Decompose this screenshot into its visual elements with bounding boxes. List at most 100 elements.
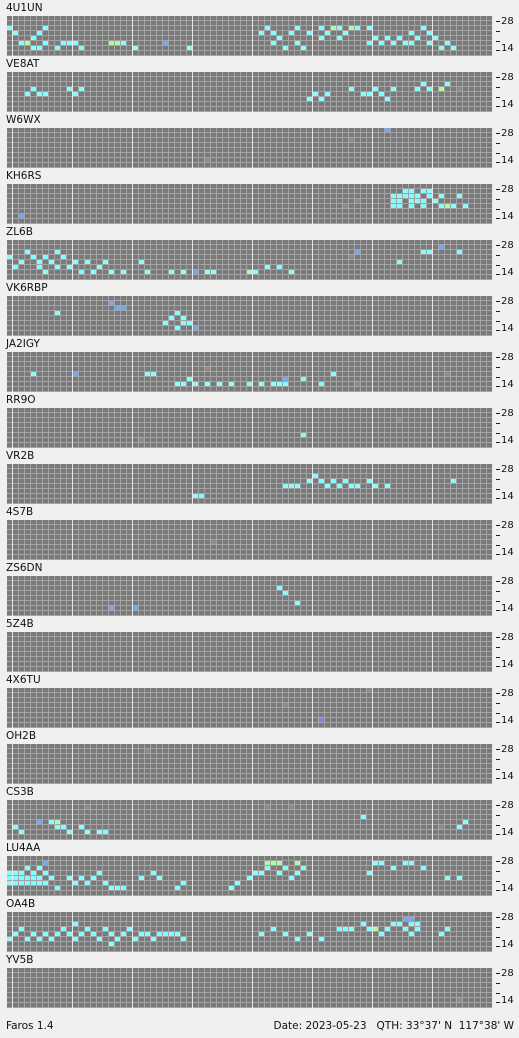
signal-cell (307, 479, 312, 483)
signal-cell (37, 881, 42, 885)
beacon-panel: ZL6B 28 14 (0, 224, 519, 280)
signal-cell (7, 871, 12, 875)
signal-cell (421, 866, 426, 870)
scale-tick (496, 97, 500, 98)
signal-cell (301, 377, 306, 381)
beacon-callsign: KH6RS (6, 170, 42, 182)
signal-cell (415, 36, 420, 40)
propagation-grid (7, 184, 493, 224)
signal-cell (277, 265, 282, 269)
signal-cell (169, 270, 174, 274)
signal-cell (337, 927, 342, 931)
scale-high-label: 28 (501, 184, 514, 195)
signal-cell (421, 82, 426, 86)
scale-low-label: 14 (501, 211, 514, 222)
scale-tick (496, 367, 500, 368)
hour-divider (72, 520, 73, 560)
status-bar: Faros 1.4 Date: 2023-05-23 QTH: 33°37' N… (0, 1016, 519, 1038)
scale-tick (496, 973, 500, 974)
signal-cell (451, 204, 456, 208)
signal-cell (421, 199, 426, 203)
scale-tick (496, 218, 500, 219)
signal-cell (409, 917, 414, 921)
signal-cell (295, 41, 300, 45)
hour-divider (132, 632, 133, 672)
scale-high-label: 28 (501, 16, 514, 27)
signal-cell (349, 87, 354, 91)
scale-tick (496, 489, 500, 490)
hour-divider (432, 464, 433, 504)
propagation-grid (7, 800, 493, 840)
signal-cell (157, 876, 162, 880)
scale-tick (496, 153, 500, 154)
signal-cell (361, 815, 366, 819)
hour-divider (192, 520, 193, 560)
hour-divider (132, 856, 133, 896)
signal-cell (61, 927, 66, 931)
hour-divider (372, 296, 373, 336)
hour-dividers (7, 800, 493, 840)
hour-divider (192, 464, 193, 504)
band-scale: 28 14 (496, 128, 519, 168)
propagation-grid (7, 352, 493, 392)
signal-cell (121, 932, 126, 936)
scale-tick (496, 377, 500, 378)
hour-divider (12, 800, 13, 840)
propagation-grid (7, 632, 493, 672)
hour-divider (252, 632, 253, 672)
scale-tick (496, 581, 500, 582)
signal-cell (145, 749, 150, 753)
hour-divider (72, 464, 73, 504)
scale-high-label: 28 (501, 968, 514, 979)
hour-divider (132, 464, 133, 504)
scale-tick (496, 666, 500, 667)
hour-divider (252, 464, 253, 504)
scale-high-label: 28 (501, 800, 514, 811)
band-scale: 28 14 (496, 72, 519, 112)
signal-cell (151, 937, 156, 941)
signal-cell (409, 861, 414, 865)
signal-cell (181, 937, 186, 941)
signal-cell (439, 825, 444, 829)
signal-cell (319, 382, 324, 386)
signal-cell (7, 881, 12, 885)
scale-high-label: 28 (501, 72, 514, 83)
signal-cell (121, 41, 126, 45)
scale-low-label: 14 (501, 491, 514, 502)
beacon-panel: OA4B 28 14 (0, 896, 519, 952)
scale-tick (496, 657, 500, 658)
signal-cell (37, 260, 42, 264)
hour-divider (12, 128, 13, 168)
signal-cell (205, 158, 210, 162)
hour-divider (252, 800, 253, 840)
beacon-panel: VK6RBP 28 14 (0, 280, 519, 336)
hour-divider (372, 352, 373, 392)
signal-cell (55, 311, 60, 315)
signal-cell (391, 866, 396, 870)
propagation-grid (7, 240, 493, 280)
signal-cell (43, 26, 48, 30)
signal-cell (355, 250, 360, 254)
signal-cell (319, 97, 324, 101)
signal-cell (301, 46, 306, 50)
hour-divider (72, 800, 73, 840)
signal-cell (385, 927, 390, 931)
beacon-panel: 5Z4B 28 14 (0, 616, 519, 672)
scale-low-label: 14 (501, 827, 514, 838)
hour-divider (312, 688, 313, 728)
signal-cell (49, 876, 54, 880)
signal-cell (451, 46, 456, 50)
signal-cell (73, 881, 78, 885)
beacon-callsign: W6WX (6, 114, 41, 126)
signal-cell (301, 433, 306, 437)
signal-cell (25, 92, 30, 96)
hour-dividers (7, 240, 493, 280)
signal-cell (25, 250, 30, 254)
hour-divider (72, 72, 73, 112)
hour-divider (72, 240, 73, 280)
scale-high-label: 28 (501, 128, 514, 139)
signal-cell (19, 830, 24, 834)
signal-cell (103, 927, 108, 931)
signal-cell (415, 199, 420, 203)
hour-divider (72, 912, 73, 952)
